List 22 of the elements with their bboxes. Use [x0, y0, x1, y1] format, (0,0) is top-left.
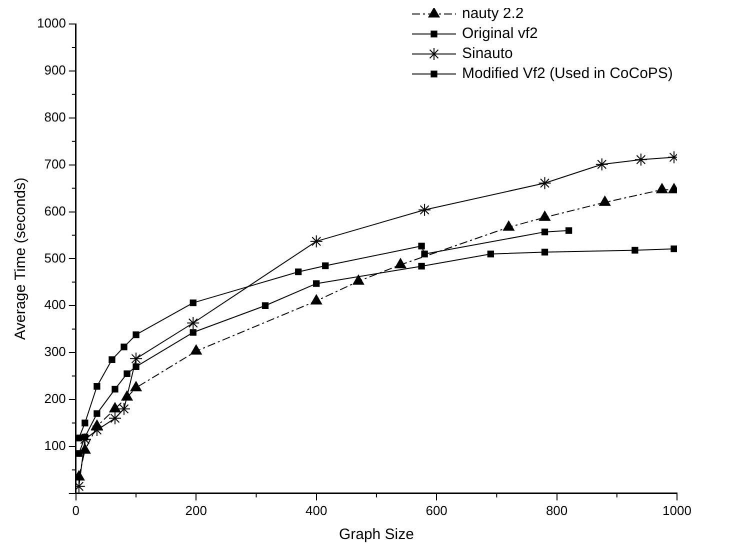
x-tick-label: 0	[72, 502, 80, 518]
x-tick-label: 1000	[662, 502, 692, 518]
legend-label: Original vf2	[462, 25, 538, 42]
y-tick-label: 1000	[37, 16, 66, 31]
legend-label: nauty 2.2	[462, 5, 524, 22]
y-tick-label: 500	[44, 250, 66, 266]
y-tick-label: 700	[44, 156, 66, 172]
y-tick-label: 100	[44, 438, 66, 454]
y-tick-label: 800	[44, 109, 66, 124]
x-tick-label: 600	[426, 502, 448, 518]
y-tick-label: 400	[44, 297, 66, 312]
y-tick-label: 900	[44, 62, 66, 78]
x-tick-label: 400	[306, 502, 328, 518]
y-axis-title: Average Time (seconds)	[12, 178, 30, 340]
y-tick-label: 600	[44, 203, 66, 218]
x-tick-label: 200	[185, 502, 207, 518]
y-tick-label: 300	[44, 344, 66, 360]
legend-label: Sinauto	[462, 45, 513, 62]
y-tick-label: 200	[44, 391, 66, 406]
x-tick-label: 800	[546, 502, 568, 518]
x-axis-title: Graph Size	[338, 526, 414, 544]
legend-label: Modified Vf2 (Used in CoCoPS)	[462, 65, 673, 82]
